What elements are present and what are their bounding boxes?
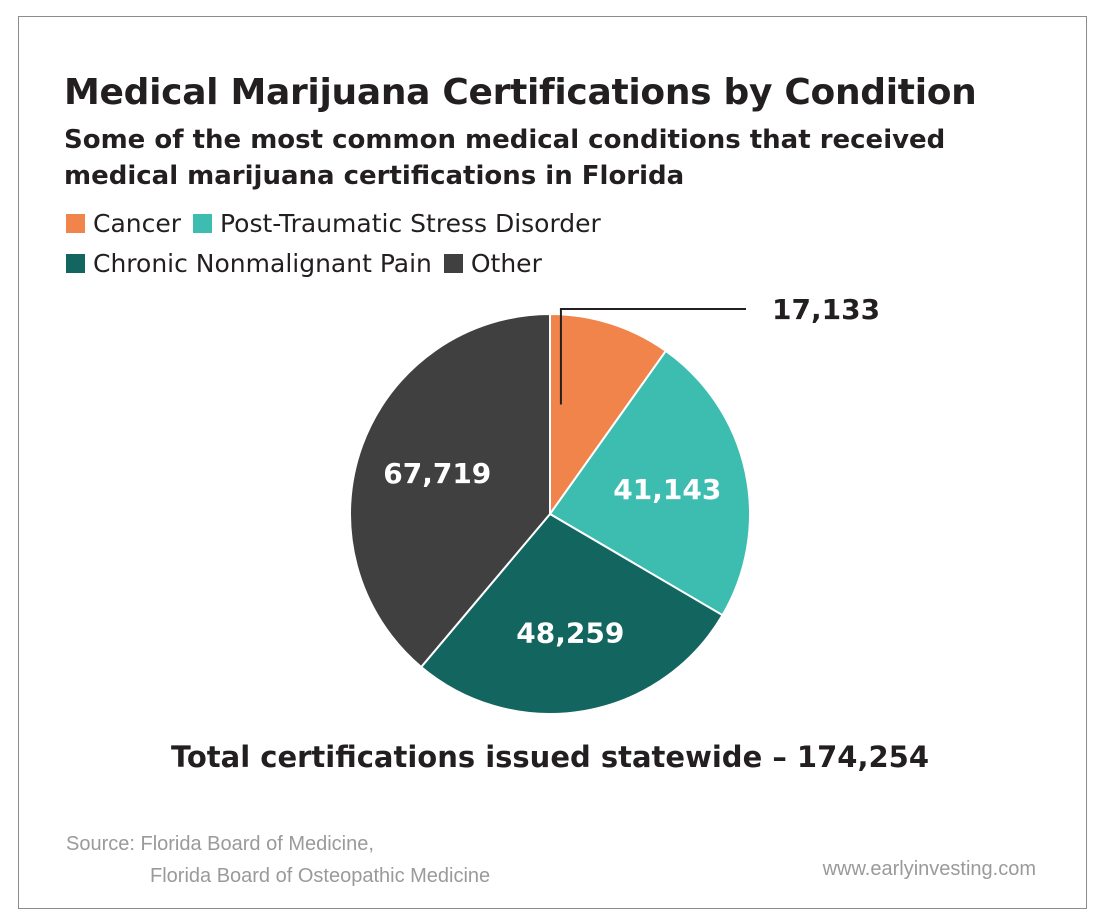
chart-frame xyxy=(18,16,1087,909)
legend-swatch-chronic-pain xyxy=(66,254,85,273)
pie-label-cancer: 17,133 xyxy=(772,293,880,326)
pie-label-ptsd: 41,143 xyxy=(613,473,721,506)
legend-item-ptsd: Post-Traumatic Stress Disorder xyxy=(192,204,601,244)
pie-slice-chronic-pain xyxy=(419,512,724,715)
total-certifications: Total certifications issued statewide – … xyxy=(170,740,930,774)
chart-subtitle: Some of the most common medical conditio… xyxy=(64,125,946,191)
legend-label-ptsd: Post-Traumatic Stress Disorder xyxy=(219,209,601,238)
legend-label-cancer: Cancer xyxy=(93,209,182,238)
source-note: Source: Florida Board of Medicine, Flori… xyxy=(66,828,490,892)
legend-item-cancer: Cancer xyxy=(66,204,181,244)
pie-slice-cancer xyxy=(549,312,668,518)
pie-label-chronic-pain: 48,259 xyxy=(516,616,624,649)
legend-item-other: Other xyxy=(443,244,542,284)
pie-label-other: 67,719 xyxy=(383,457,491,490)
legend-swatch-other xyxy=(443,254,463,273)
website-credit: www.earlyinvesting.com xyxy=(822,858,1036,880)
pie-slice-other xyxy=(349,312,551,669)
source-line-2: Florida Board of Osteopathic Medicine xyxy=(150,865,491,887)
legend-swatch-cancer xyxy=(66,214,85,233)
pie-slice-ptsd xyxy=(548,349,751,617)
chart-title: Medical Marijuana Certifications by Cond… xyxy=(64,72,977,113)
legend-label-other: Other xyxy=(470,249,542,278)
legend-swatch-ptsd xyxy=(192,214,212,233)
source-line-1: Source: Florida Board of Medicine, xyxy=(66,833,374,855)
legend-label-chronic-pain: Chronic Nonmalignant Pain xyxy=(93,249,432,278)
legend: Cancer Post-Traumatic Stress Disorder Ch… xyxy=(66,204,706,284)
pie-callout-line-cancer xyxy=(559,308,746,405)
legend-item-chronic-pain: Chronic Nonmalignant Pain xyxy=(66,244,432,284)
